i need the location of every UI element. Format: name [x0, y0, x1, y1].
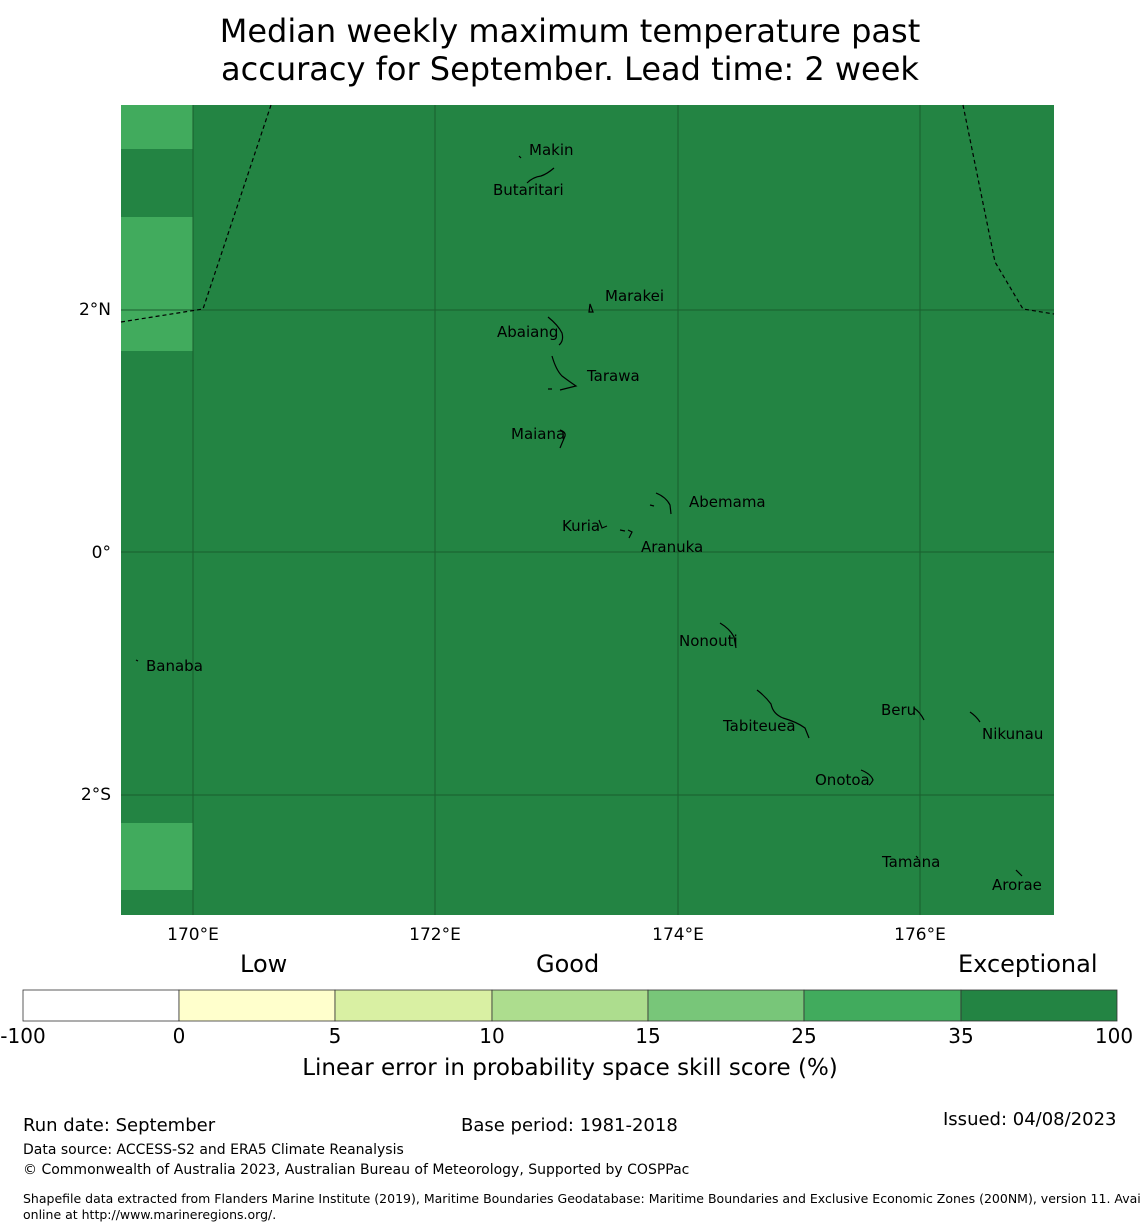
place-label-maiana: Maiana — [511, 425, 565, 443]
colorbar-segment — [491, 989, 649, 1022]
data-source: Data source: ACCESS-S2 and ERA5 Climate … — [23, 1142, 404, 1158]
lat-tick-label: 2°S — [81, 785, 111, 805]
island-beru — [913, 707, 925, 721]
island-aranuka — [619, 529, 633, 539]
colorbar-tick: 100 — [1094, 1024, 1134, 1048]
colorbar-segment — [803, 989, 962, 1022]
place-label-butaritari: Butaritari — [493, 181, 564, 199]
gridlines — [121, 105, 1054, 915]
island-tarawa — [551, 355, 578, 391]
colorbar-tick: -100 — [0, 1024, 46, 1048]
colorbar-segment — [334, 989, 493, 1022]
island-maiana — [559, 429, 566, 449]
eez-boundary-east — [962, 104, 1055, 315]
place-label-beru: Beru — [881, 701, 916, 719]
lat-tick-label: 2°N — [79, 300, 111, 320]
colorbar-segment — [647, 989, 805, 1022]
island-abemama-islet — [649, 504, 655, 507]
copyright: © Commonwealth of Australia 2023, Austra… — [23, 1162, 690, 1178]
place-label-banaba: Banaba — [146, 657, 203, 675]
lon-tick-label: 174°E — [652, 925, 704, 945]
island-tamana — [915, 855, 919, 859]
place-label-abemama: Abemama — [689, 493, 766, 511]
colorbar-tick: 0 — [172, 1024, 186, 1048]
island-butaritari — [526, 167, 555, 184]
place-label-arorae: Arorae — [992, 876, 1042, 894]
lon-tick-label: 172°E — [409, 925, 461, 945]
place-labels: Makin Butaritari Marakei Abaiang Tarawa … — [146, 141, 1043, 894]
island-nikunau — [969, 711, 981, 723]
colorbar-tick: 25 — [791, 1024, 817, 1048]
shapefile-credit-line1: Shapefile data extracted from Flanders M… — [23, 1191, 1140, 1206]
colorbar-tick: 10 — [479, 1024, 505, 1048]
colorbar-segment — [960, 989, 1118, 1022]
colorbar-tick: 5 — [328, 1024, 342, 1048]
island-outlines — [135, 155, 1023, 877]
map-background — [121, 105, 1054, 915]
eez-boundary-west — [120, 104, 272, 323]
colorbar-segment — [22, 989, 180, 1022]
island-marakei — [588, 303, 594, 313]
colorbar — [22, 989, 1118, 1022]
place-label-marakei: Marakei — [605, 287, 664, 305]
skill-cell-light — [121, 105, 193, 149]
island-arorae — [1015, 869, 1023, 877]
issued-date: Issued: 04/08/2023 — [943, 1109, 1117, 1130]
island-onotoa — [860, 769, 874, 786]
chart-title-line2: accuracy for September. Lead time: 2 wee… — [221, 50, 919, 88]
lat-tick-label: 0° — [92, 543, 111, 563]
place-label-onotoa: Onotoa — [815, 771, 870, 789]
skill-cell-light — [121, 823, 193, 890]
island-abemama — [655, 492, 672, 515]
place-label-tamana: Tamana — [881, 853, 940, 871]
colorbar-tick: 35 — [948, 1024, 974, 1048]
place-label-tabiteuea: Tabiteuea — [722, 717, 796, 735]
colorbar-segment — [178, 989, 336, 1022]
shapefile-credit-line2: online at http://www.marineregions.org/. — [23, 1207, 277, 1222]
place-label-kuria: Kuria — [562, 517, 600, 535]
island-tabiteuea — [756, 689, 810, 739]
axis-ticks: 2°N 0° 2°S 170°E 172°E 174°E 176°E — [79, 300, 946, 945]
island-kuria — [598, 519, 608, 529]
lon-tick-label: 170°E — [167, 925, 219, 945]
place-label-nikunau: Nikunau — [982, 725, 1043, 743]
chart-title-line1: Median weekly maximum temperature past — [219, 12, 921, 50]
colorbar-title: Linear error in probability space skill … — [302, 1055, 838, 1081]
eez-boundaries — [120, 104, 1055, 323]
place-label-abaiang: Abaiang — [497, 323, 558, 341]
place-label-tarawa: Tarawa — [586, 367, 640, 385]
run-date: Run date: September — [23, 1115, 216, 1136]
base-period: Base period: 1981-2018 — [461, 1115, 678, 1136]
colorbar-category-exceptional: Exceptional — [958, 950, 1098, 978]
skill-map: Makin Butaritari Marakei Abaiang Tarawa … — [79, 104, 1055, 945]
island-banaba — [135, 659, 139, 662]
colorbar-category-low: Low — [240, 950, 288, 978]
place-label-aranuka: Aranuka — [641, 538, 703, 556]
island-makin — [518, 155, 522, 159]
place-label-makin: Makin — [529, 141, 574, 159]
island-nonouti — [719, 622, 737, 649]
place-label-nonouti: Nonouti — [679, 632, 738, 650]
colorbar-tick: 15 — [635, 1024, 661, 1048]
lon-tick-label: 176°E — [894, 925, 946, 945]
island-abaiang — [547, 316, 564, 346]
colorbar-category-good: Good — [536, 950, 600, 978]
skill-cell-light — [121, 217, 193, 351]
